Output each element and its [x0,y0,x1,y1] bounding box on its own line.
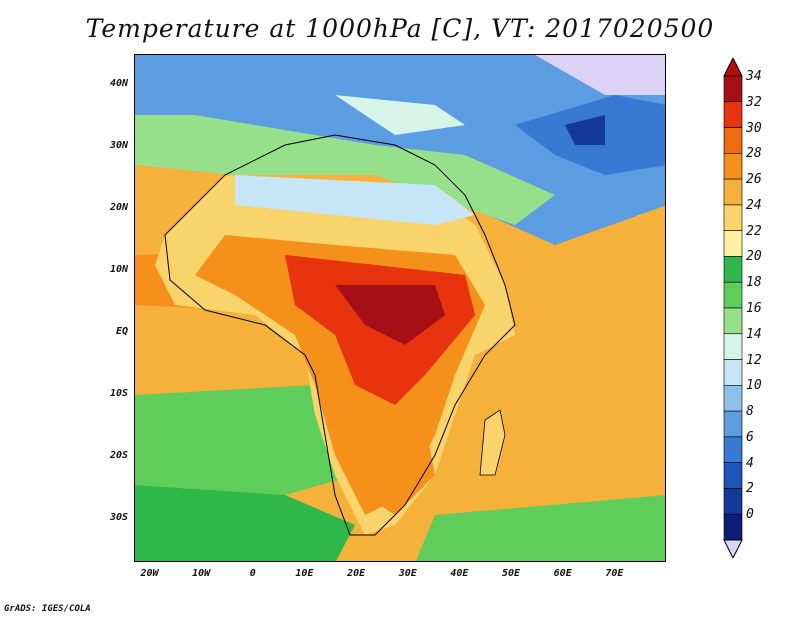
lon-tick-label: 70E [605,568,624,579]
colorbar-segment [723,385,743,412]
colorbar-level-label: 10 [746,378,762,394]
africa-coastline [164,134,516,536]
lat-tick-label: 20S [109,449,128,461]
colorbar-level-label: 34 [746,69,762,84]
colorbar [723,58,743,558]
colorbar-segment [723,307,743,335]
mediterranean-cool [335,95,465,135]
colorbar-max-triangle [723,58,743,77]
sahara-cool [235,175,475,225]
africa-hottest [335,285,445,345]
colorbar-segment [723,359,743,386]
colorbar-level-label: 24 [746,197,762,213]
temperature-map [134,54,666,562]
chart-title: Temperature at 1000hPa [C], VT: 20170205… [85,14,715,43]
colorbar-level-label: 14 [746,326,762,342]
lat-tick-label: 40N [109,77,128,89]
caspian-min [535,55,665,95]
colorbar-level-label: 16 [746,301,762,316]
colorbar-level-label: 18 [746,275,762,291]
colorbar-level-label: 28 [746,146,762,162]
south-atlantic-cooler [135,485,355,561]
colorbar-segment [723,333,743,360]
colorbar-segment [723,410,743,438]
colorbar-level-label: 12 [746,352,762,368]
lat-tick-label: EQ [115,325,128,337]
colorbar-level-label: 20 [746,249,762,265]
lat-tick-label: 30N [109,139,128,151]
lon-tick-label: 10E [295,568,314,579]
lon-tick-label: 50E [502,568,521,579]
colorbar-level-label: 32 [746,94,762,110]
lon-tick-label: 10W [192,568,211,579]
lat-tick-label: 10N [109,263,128,275]
lon-tick-label: 60E [553,568,572,579]
southern-africa [365,415,435,515]
colorbar-level-label: 6 [746,429,754,445]
colorbar-segment [723,178,743,206]
colorbar-segment [723,281,743,309]
lon-tick-label: 0 [249,568,256,579]
colorbar-level-label: 0 [746,507,754,523]
colorbar-segment [723,230,743,257]
lon-tick-label: 30E [398,568,417,579]
lat-tick-label: 30S [109,511,128,523]
colorbar-level-label: 22 [746,223,762,239]
lat-tick-label: 10S [109,387,128,399]
south-indian-cool [415,495,665,561]
colorbar-level-label: 8 [746,404,754,420]
colorbar-level-label: 4 [746,455,754,471]
colorbar-segment [723,101,743,128]
colorbar-segment [723,462,743,489]
madagascar [479,409,506,476]
colorbar-segment [723,436,743,463]
colorbar-segment [723,127,743,154]
colorbar-min-triangle [723,539,743,558]
lon-tick-label: 20W [140,568,159,579]
persia-coldest [565,115,605,145]
colorbar-segment [723,488,743,515]
colorbar-level-label: 2 [746,481,754,497]
colorbar-segment [723,153,743,180]
footer-credit: GrADS: IGES/COLA [4,604,91,614]
colorbar-level-label: 26 [746,172,762,188]
lon-tick-label: 20E [347,568,366,579]
lon-tick-label: 40E [450,568,469,579]
map-svg [135,55,665,561]
lat-tick-label: 20N [109,201,128,213]
colorbar-segment [723,513,743,541]
colorbar-level-label: 30 [746,120,762,136]
colorbar-segment [723,75,743,103]
colorbar-segment [723,256,743,283]
colorbar-segment [723,204,743,231]
